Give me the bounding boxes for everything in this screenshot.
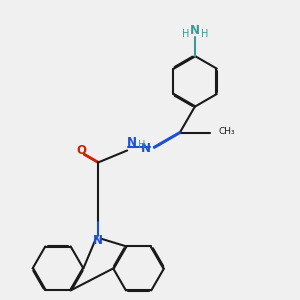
Text: N: N [127,136,136,148]
Text: O: O [77,144,87,157]
Text: H: H [138,140,146,150]
Text: N: N [190,24,200,37]
Text: N: N [93,235,103,248]
Text: H: H [182,29,189,39]
Text: N: N [141,142,151,155]
Text: H: H [201,29,208,39]
Text: CH₃: CH₃ [219,127,235,136]
